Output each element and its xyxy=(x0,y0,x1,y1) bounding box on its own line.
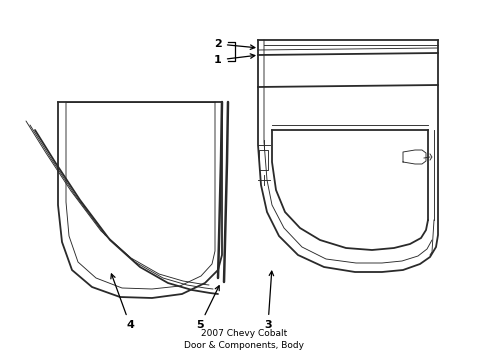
Text: 4: 4 xyxy=(111,274,134,330)
Text: 2: 2 xyxy=(214,39,254,49)
Text: 5: 5 xyxy=(196,286,219,330)
Text: 1: 1 xyxy=(214,54,254,65)
Text: 2007 Chevy Cobalt
Door & Components, Body: 2007 Chevy Cobalt Door & Components, Bod… xyxy=(183,329,304,350)
Text: 3: 3 xyxy=(264,271,273,330)
